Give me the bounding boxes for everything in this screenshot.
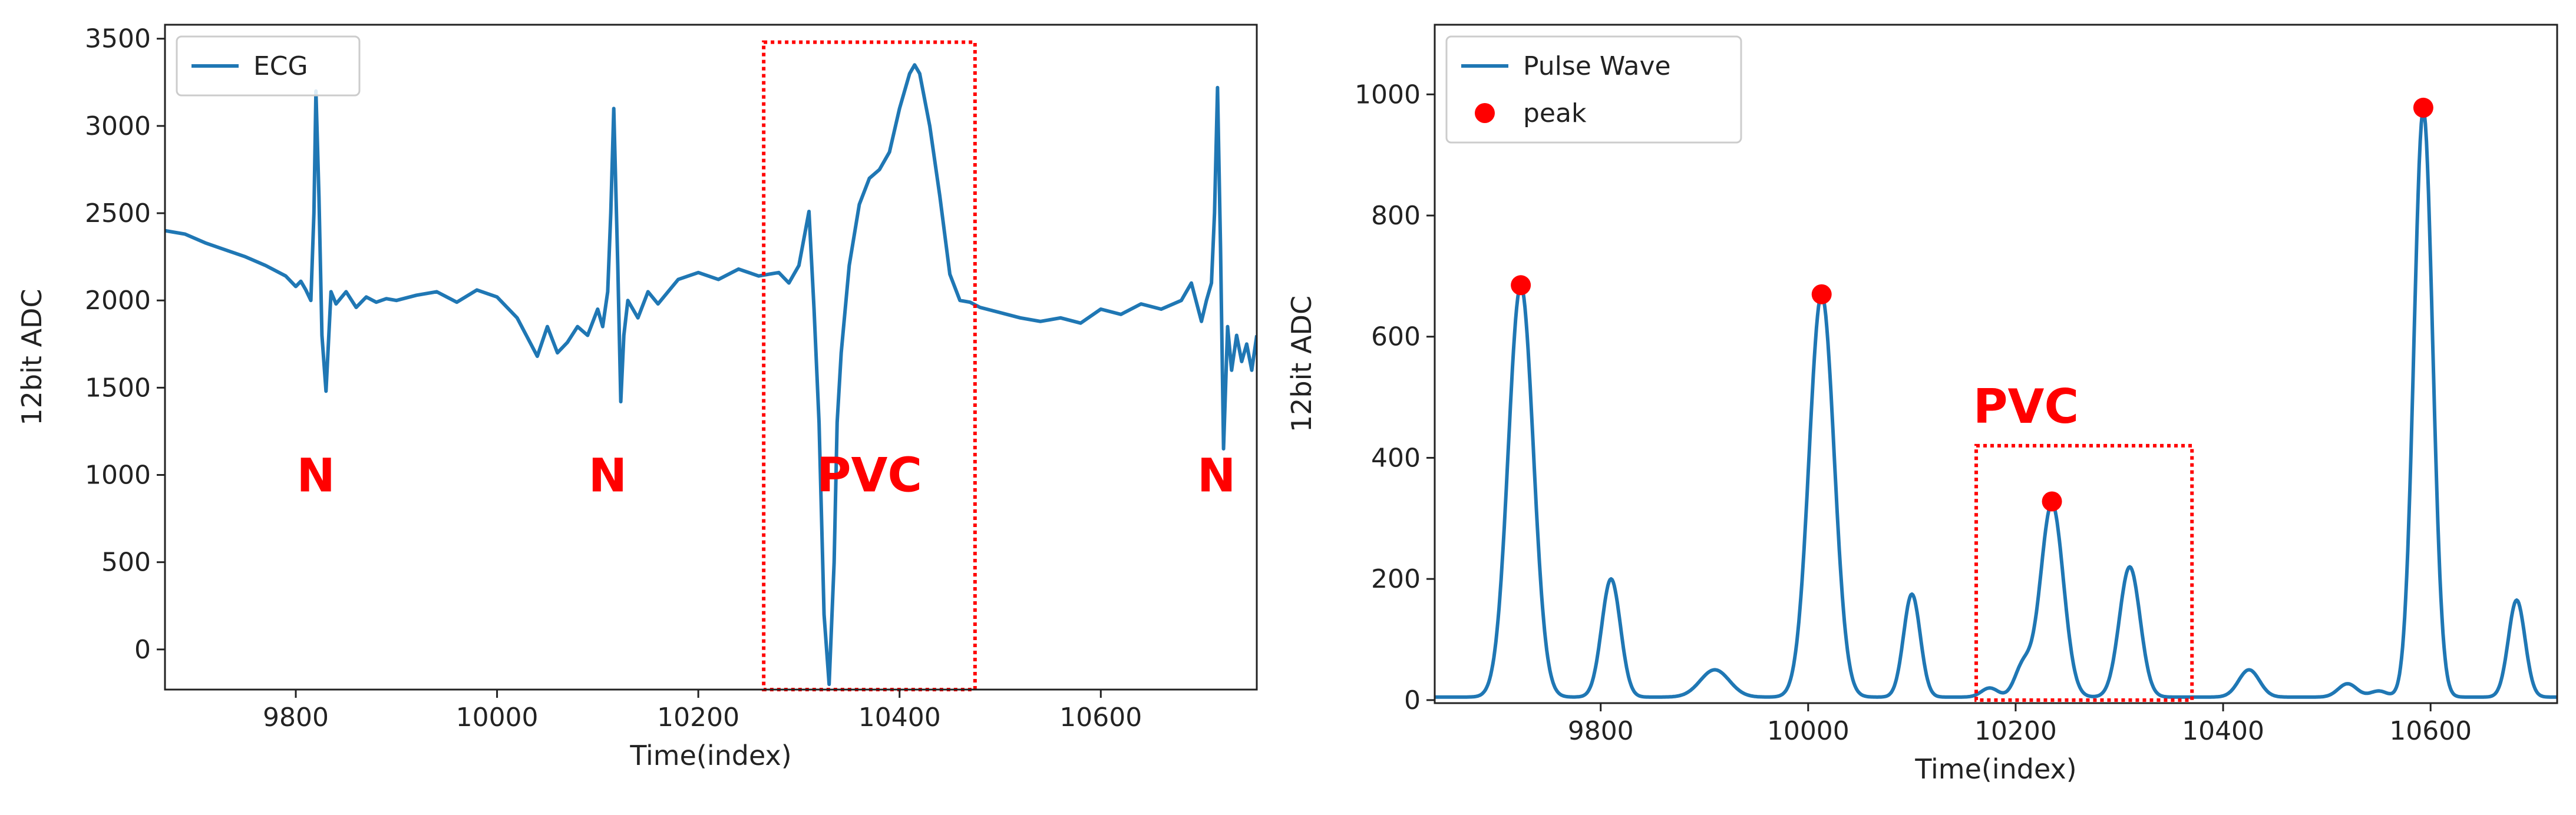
y-tick-label: 500 bbox=[101, 548, 151, 578]
y-tick-label: 1000 bbox=[85, 460, 151, 491]
axes-frame bbox=[1434, 24, 2558, 704]
y-tick-label: 2000 bbox=[85, 286, 151, 316]
y-tick-label: 3500 bbox=[85, 24, 151, 54]
peak-point bbox=[1511, 275, 1531, 296]
x-tick-label: 10200 bbox=[1974, 716, 2057, 746]
plot-area bbox=[165, 63, 1257, 687]
legend-box bbox=[1445, 35, 1742, 144]
y-tick-label: 0 bbox=[1404, 685, 1421, 715]
x-tick-label: 9800 bbox=[263, 703, 329, 733]
pulse-wave-chart-panel: 9800 10000 10200 10400 10600 0 200 400 600 800 100… bbox=[1286, 24, 2558, 785]
legend: Pulse Wave peak bbox=[1445, 35, 1742, 144]
x-tick-label: 10400 bbox=[2182, 716, 2264, 746]
x-tick-label: 10000 bbox=[456, 703, 539, 733]
x-axis-label: Time(index) bbox=[1914, 753, 2076, 785]
ecg-series-line bbox=[165, 63, 1257, 687]
y-tick-label: 1000 bbox=[1355, 79, 1421, 110]
x-tick-label: 9800 bbox=[1568, 716, 1634, 746]
y-axis-label: 12bit ADC bbox=[16, 289, 48, 425]
y-tick-label: 3000 bbox=[85, 111, 151, 141]
x-axis-label: Time(index) bbox=[629, 740, 791, 771]
x-tick-label: 10400 bbox=[858, 703, 941, 733]
legend: ECG bbox=[176, 35, 361, 97]
x-tick-label: 10200 bbox=[657, 703, 739, 733]
x-tick-label: 10600 bbox=[1059, 703, 1142, 733]
pulse-series-line bbox=[1435, 108, 2557, 699]
x-tick-label: 10600 bbox=[2389, 716, 2472, 746]
pvc-annotation: PVC bbox=[817, 448, 922, 503]
y-axis-label: 12bit ADC bbox=[1286, 296, 1317, 432]
peak-point bbox=[2042, 491, 2062, 512]
ecg-chart-panel: 9800 10000 10200 10400 10600 0 500 1000 1500 2000… bbox=[16, 24, 1258, 771]
normal-beat-annotation: N bbox=[297, 450, 335, 503]
y-tick-label: 1500 bbox=[85, 373, 151, 403]
legend-label: Pulse Wave bbox=[1523, 51, 1671, 81]
y-tick-label: 600 bbox=[1371, 322, 1421, 352]
y-tick-label: 200 bbox=[1371, 564, 1421, 594]
peak-point bbox=[1811, 284, 1832, 304]
axes-frame bbox=[164, 24, 1258, 691]
normal-beat-annotation: N bbox=[589, 450, 627, 503]
plot-area bbox=[1435, 97, 2557, 699]
x-tick-label: 10000 bbox=[1767, 716, 1850, 746]
legend-label: ECG bbox=[253, 51, 308, 81]
y-tick-label: 2500 bbox=[85, 198, 151, 228]
y-tick-label: 800 bbox=[1371, 201, 1421, 231]
y-tick-label: 0 bbox=[134, 635, 151, 665]
legend-marker-peak bbox=[1475, 103, 1495, 123]
normal-beat-annotation: N bbox=[1197, 450, 1236, 503]
legend-box bbox=[176, 35, 361, 97]
legend-label: peak bbox=[1523, 98, 1587, 128]
peak-point bbox=[2413, 97, 2433, 118]
y-tick-label: 400 bbox=[1371, 443, 1421, 473]
pvc-annotation: PVC bbox=[1973, 379, 2079, 434]
pvc-highlight-box bbox=[762, 40, 977, 691]
pvc-highlight-box bbox=[1974, 443, 2194, 702]
